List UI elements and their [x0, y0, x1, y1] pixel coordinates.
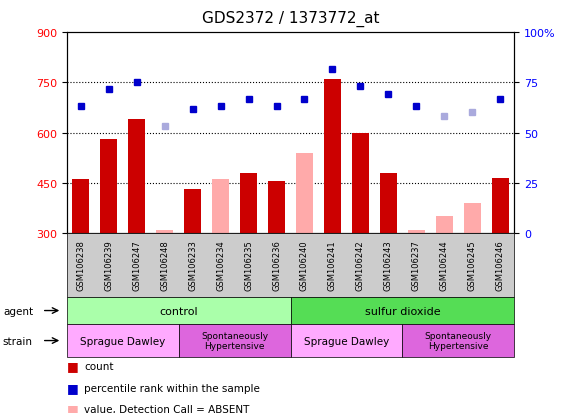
Text: GSM106238: GSM106238: [76, 240, 85, 291]
Text: GSM106246: GSM106246: [496, 240, 505, 291]
Bar: [128, 120, 145, 233]
Text: GSM106248: GSM106248: [160, 240, 169, 291]
Text: Spontaneously
Hypertensive: Spontaneously Hypertensive: [425, 331, 492, 350]
Text: GSM106244: GSM106244: [440, 240, 449, 291]
Bar: [436, 217, 453, 233]
Text: GSM106239: GSM106239: [104, 240, 113, 291]
Text: GSM106234: GSM106234: [216, 240, 225, 291]
Bar: [73, 180, 89, 233]
Bar: [268, 182, 285, 233]
Text: control: control: [159, 306, 198, 316]
Text: GSM106245: GSM106245: [468, 240, 477, 291]
Text: count: count: [84, 361, 114, 371]
Text: Sprague Dawley: Sprague Dawley: [80, 336, 166, 346]
Text: ■: ■: [67, 381, 78, 394]
Text: GDS2372 / 1373772_at: GDS2372 / 1373772_at: [202, 10, 379, 26]
Text: Sprague Dawley: Sprague Dawley: [304, 336, 389, 346]
Text: percentile rank within the sample: percentile rank within the sample: [84, 383, 260, 393]
Bar: [380, 173, 397, 233]
Text: ■: ■: [67, 359, 78, 372]
Bar: [184, 190, 201, 233]
Text: GSM106236: GSM106236: [272, 240, 281, 291]
Text: GSM106241: GSM106241: [328, 240, 337, 291]
Bar: [408, 230, 425, 233]
Bar: [296, 153, 313, 233]
Text: GSM106235: GSM106235: [244, 240, 253, 291]
Text: GSM106242: GSM106242: [356, 240, 365, 291]
Text: ■: ■: [67, 402, 78, 413]
Text: GSM106243: GSM106243: [384, 240, 393, 291]
Text: value, Detection Call = ABSENT: value, Detection Call = ABSENT: [84, 404, 250, 413]
Text: Spontaneously
Hypertensive: Spontaneously Hypertensive: [201, 331, 268, 350]
Text: strain: strain: [3, 336, 33, 346]
Bar: [352, 133, 369, 233]
Bar: [101, 140, 117, 233]
Bar: [156, 230, 173, 233]
Text: GSM106247: GSM106247: [132, 240, 141, 291]
Text: GSM106240: GSM106240: [300, 240, 309, 291]
Text: GSM106233: GSM106233: [188, 240, 197, 291]
Text: sulfur dioxide: sulfur dioxide: [364, 306, 440, 316]
Bar: [240, 173, 257, 233]
Bar: [464, 203, 480, 233]
Bar: [212, 180, 229, 233]
Bar: [492, 178, 508, 233]
Text: GSM106237: GSM106237: [412, 240, 421, 291]
Text: agent: agent: [3, 306, 33, 316]
Bar: [324, 80, 341, 233]
